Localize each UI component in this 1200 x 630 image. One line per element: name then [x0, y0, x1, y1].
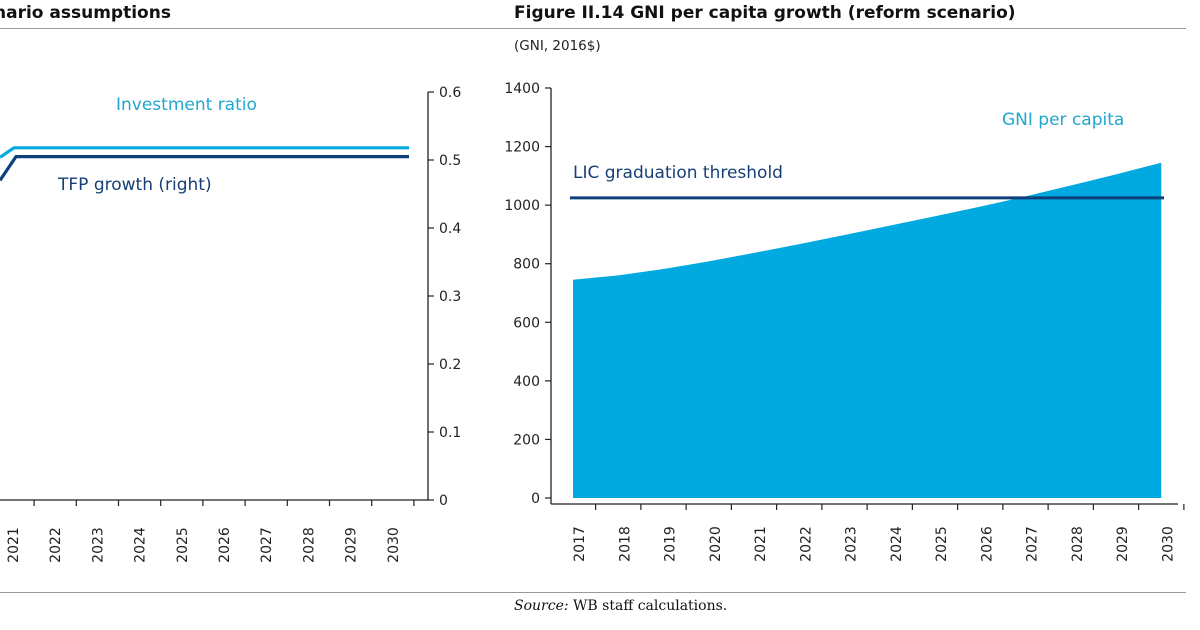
gni-per-capita-area [573, 162, 1162, 498]
left-y-tick-label: 0.1 [439, 425, 461, 441]
left-y-tick-label: 0 [439, 493, 448, 509]
right-x-tick-label: 2025 [934, 526, 950, 562]
right-y-tick-label: 800 [513, 257, 540, 273]
right-figure-title: Figure II.14 GNI per capita growth (refo… [514, 3, 1016, 23]
right-x-tick-label: 2022 [798, 526, 814, 562]
left-y-tick-label: 0.6 [439, 85, 461, 101]
right-x-tick-label: 2029 [1115, 526, 1131, 562]
right-x-tick-label: 2018 [617, 526, 633, 562]
lic-threshold-label: LIC graduation threshold [573, 163, 783, 183]
left-x-tick-label: 2026 [217, 527, 233, 563]
investment-ratio-line [0, 146, 409, 159]
tfp-growth-label: TFP growth (right) [57, 175, 212, 195]
source-label: Source: [514, 598, 569, 614]
right-figure-subtitle: (GNI, 2016$) [514, 38, 601, 54]
left-chart: 0 0.1 0.2 0.3 0.4 0.5 0.6 2021 2022 2023 2024 2025 2… [0, 85, 461, 563]
right-x-tick-label: 2020 [708, 526, 724, 562]
left-y-tick-label: 0.3 [439, 289, 461, 305]
left-y-tick-label: 0.5 [439, 153, 461, 169]
left-figure-title: nario assumptions [0, 3, 171, 23]
right-y-tick-label: 1400 [504, 81, 540, 97]
left-x-tick-label: 2024 [133, 527, 149, 563]
left-x-tick-label: 2023 [90, 527, 106, 563]
source-text: WB staff calculations. [568, 598, 728, 614]
right-y-tick-label: 0 [531, 491, 540, 507]
right-x-tick-label: 2027 [1025, 526, 1041, 562]
tfp-growth-line [0, 155, 409, 182]
left-x-tick-label: 2030 [386, 527, 402, 563]
left-x-tick-label: 2028 [301, 527, 317, 563]
left-x-tick-label: 2025 [175, 527, 191, 563]
right-x-tick-label: 2024 [889, 526, 905, 562]
left-x-tick-label: 2029 [344, 527, 360, 563]
left-y-tick-label: 0.2 [439, 357, 461, 373]
right-x-tick-label: 2028 [1070, 526, 1086, 562]
right-y-tick-label: 1000 [504, 198, 540, 214]
right-y-tick-label: 1200 [504, 140, 540, 156]
right-chart: 0 200 400 600 800 1000 1200 1400 2017 2018 2019 202… [504, 81, 1185, 562]
right-x-tick-label: 2023 [844, 526, 860, 562]
top-divider [0, 28, 1186, 29]
right-y-tick-label: 200 [513, 432, 540, 448]
left-y-tick-label: 0.4 [439, 221, 461, 237]
left-x-tick-label: 2021 [6, 527, 22, 563]
right-x-tick-label: 2021 [753, 526, 769, 562]
gni-per-capita-label: GNI per capita [1002, 110, 1124, 130]
right-y-tick-label: 600 [513, 315, 540, 331]
right-y-tick-label: 400 [513, 374, 540, 390]
investment-ratio-label: Investment ratio [116, 95, 257, 115]
right-x-tick-label: 2030 [1160, 526, 1176, 562]
right-x-tick-label: 2019 [663, 526, 679, 562]
right-x-tick-label: 2017 [572, 526, 588, 562]
right-x-tick-label: 2026 [979, 526, 995, 562]
source-note: Source: WB staff calculations. [514, 598, 727, 614]
bottom-divider [0, 592, 1186, 593]
left-x-tick-label: 2027 [259, 527, 275, 563]
left-x-tick-label: 2022 [48, 527, 64, 563]
